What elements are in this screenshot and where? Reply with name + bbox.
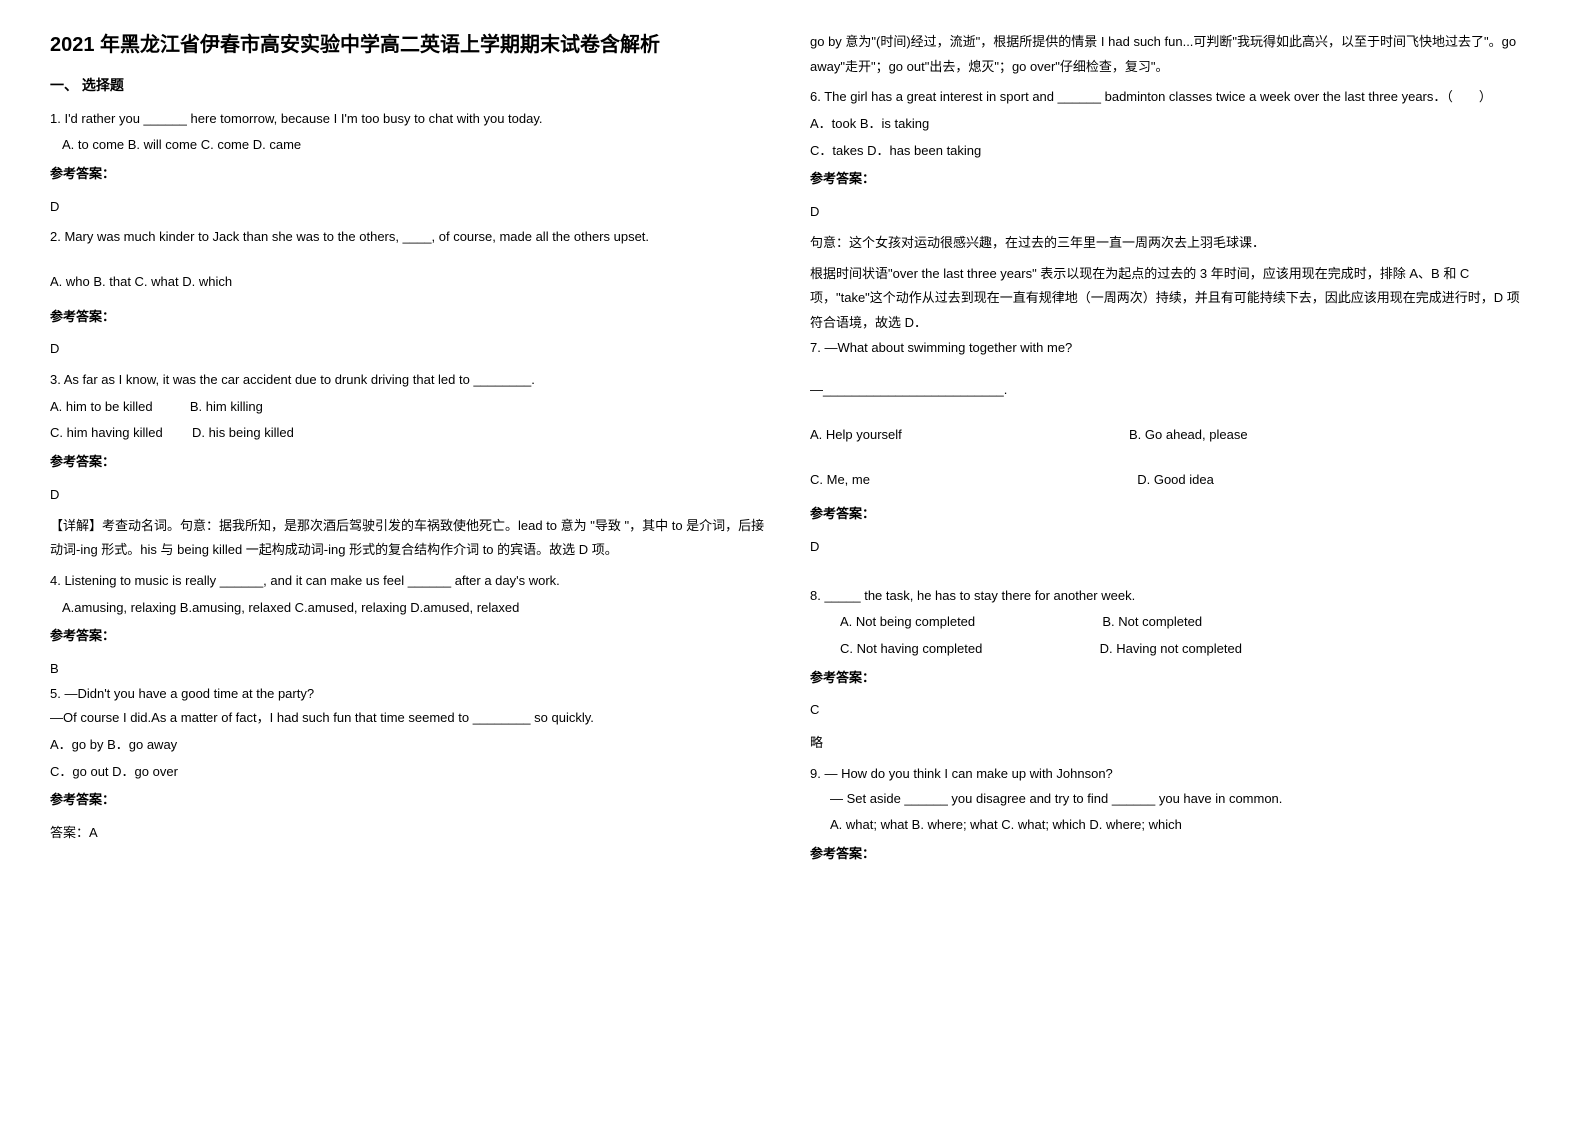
q8-opt-c: C. Not having completed — [840, 641, 982, 656]
q8-opt-b: B. Not completed — [1102, 614, 1202, 629]
q7-opt-d: D. Good idea — [1137, 472, 1214, 487]
q2-text: 2. Mary was much kinder to Jack than she… — [50, 225, 770, 250]
q8-note: 略 — [810, 731, 1530, 756]
q3-opt-a: A. him to be killed — [50, 399, 153, 414]
answer-label: 参考答案： — [810, 167, 1530, 192]
q6-options-ab: A．took B．is taking — [810, 112, 1530, 137]
q7-opt-b: B. Go ahead, please — [1129, 427, 1248, 442]
spacer — [810, 360, 1530, 378]
q8-answer: C — [810, 698, 1530, 723]
q3-text: 3. As far as I know, it was the car acci… — [50, 368, 770, 393]
q6-answer: D — [810, 200, 1530, 225]
q7-answer: D — [810, 535, 1530, 560]
q7-opt-a: A. Help yourself — [810, 427, 902, 442]
q3-answer: D — [50, 483, 770, 508]
q1-answer: D — [50, 195, 770, 220]
q3-options-cd: C. him having killed D. his being killed — [50, 421, 770, 446]
q6-text: 6. The girl has a great interest in spor… — [810, 85, 1530, 110]
q8-options-cd: C. Not having completed D. Having not co… — [810, 637, 1530, 662]
q1-options: A. to come B. will come C. come D. came — [50, 133, 770, 158]
q2-options: A. who B. that C. what D. which — [50, 270, 770, 295]
q3-explain: 【详解】考查动名词。句意：据我所知，是那次酒后驾驶引发的车祸致使他死亡。lead… — [50, 514, 770, 563]
q7-options-cd: C. Me, me D. Good idea — [810, 468, 1530, 493]
q7-options-ab: A. Help yourself B. Go ahead, please — [810, 423, 1530, 448]
q3-opt-b: B. him killing — [190, 399, 263, 414]
spacer — [810, 448, 1530, 466]
q6-options-cd: C．takes D．has been taking — [810, 139, 1530, 164]
q9-options: A. what; what B. where; what C. what; wh… — [810, 813, 1530, 838]
spacer — [810, 560, 1530, 578]
q8-text: 8. _____ the task, he has to stay there … — [810, 584, 1530, 609]
q3-opt-d: D. his being killed — [192, 425, 294, 440]
spacer — [50, 250, 770, 268]
q9-line2: — Set aside ______ you disagree and try … — [810, 787, 1530, 812]
q6-explain2: 根据时间状语"over the last three years" 表示以现在为… — [810, 262, 1530, 336]
answer-label: 参考答案： — [50, 305, 770, 330]
q4-text: 4. Listening to music is really ______, … — [50, 569, 770, 594]
q8-opt-d: D. Having not completed — [1100, 641, 1242, 656]
left-column: 2021 年黑龙江省伊春市高安实验中学高二英语上学期期末试卷含解析 一、 选择题… — [50, 30, 770, 867]
q7-line2: —_________________________. — [810, 378, 1530, 403]
q2-answer: D — [50, 337, 770, 362]
q1-text: 1. I'd rather you ______ here tomorrow, … — [50, 107, 770, 132]
answer-label: 参考答案： — [50, 788, 770, 813]
section-1-header: 一、 选择题 — [50, 72, 770, 99]
q5-answer: 答案：A — [50, 821, 770, 846]
q8-opt-a: A. Not being completed — [840, 614, 975, 629]
spacer — [810, 403, 1530, 421]
q9-line1: 9. — How do you think I can make up with… — [810, 762, 1530, 787]
q8-options-ab: A. Not being completed B. Not completed — [810, 610, 1530, 635]
answer-label: 参考答案： — [50, 162, 770, 187]
q5-options-cd: C．go out D．go over — [50, 760, 770, 785]
q5-line1: 5. —Didn't you have a good time at the p… — [50, 682, 770, 707]
q3-options-ab: A. him to be killed B. him killing — [50, 395, 770, 420]
q5-options-ab: A．go by B．go away — [50, 733, 770, 758]
page-container: 2021 年黑龙江省伊春市高安实验中学高二英语上学期期末试卷含解析 一、 选择题… — [0, 30, 1587, 867]
answer-label: 参考答案： — [50, 450, 770, 475]
answer-label: 参考答案： — [50, 624, 770, 649]
q4-options: A.amusing, relaxing B.amusing, relaxed C… — [50, 596, 770, 621]
q5-explain: go by 意为"(时间)经过，流逝"，根据所提供的情景 I had such … — [810, 30, 1530, 79]
answer-label: 参考答案： — [810, 502, 1530, 527]
answer-label: 参考答案： — [810, 666, 1530, 691]
q6-explain1: 句意：这个女孩对运动很感兴趣，在过去的三年里一直一周两次去上羽毛球课． — [810, 231, 1530, 256]
answer-label: 参考答案： — [810, 842, 1530, 867]
q3-opt-c: C. him having killed — [50, 425, 163, 440]
q4-answer: B — [50, 657, 770, 682]
document-title: 2021 年黑龙江省伊春市高安实验中学高二英语上学期期末试卷含解析 — [50, 30, 770, 60]
q7-opt-c: C. Me, me — [810, 472, 870, 487]
q5-line2: —Of course I did.As a matter of fact，I h… — [50, 706, 770, 731]
q7-line1: 7. —What about swimming together with me… — [810, 336, 1530, 361]
right-column: go by 意为"(时间)经过，流逝"，根据所提供的情景 I had such … — [810, 30, 1530, 867]
